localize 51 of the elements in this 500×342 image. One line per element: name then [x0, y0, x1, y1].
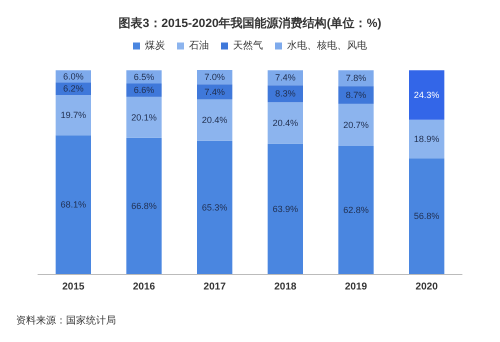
x-tick-label: 2017: [204, 282, 226, 292]
data-label: 7.4%: [275, 72, 296, 83]
data-label: 65.3%: [202, 202, 228, 212]
data-label: 62.8%: [343, 205, 369, 216]
bar: [338, 146, 374, 274]
data-label: 20.4%: [202, 115, 228, 126]
text: 资料来源：国家统计局: [16, 314, 116, 326]
x-tick-label: 2016: [132, 282, 156, 292]
bar: [126, 138, 162, 274]
bar: [338, 86, 374, 104]
x-tick-label: 2018: [274, 282, 297, 292]
bar: [197, 99, 232, 141]
bar: [338, 104, 374, 146]
data-label: 56.8%: [414, 211, 440, 222]
bar: [197, 70, 232, 84]
bar: [56, 95, 91, 136]
bar: [197, 140, 232, 274]
data-label: 7.4%: [204, 86, 225, 97]
bar: [409, 158, 444, 274]
bar: [268, 144, 303, 274]
data-label: 66.8%: [131, 200, 157, 211]
data-label: 6.0%: [63, 71, 84, 82]
data-label: 6.6%: [134, 85, 154, 96]
data-label: 63.9%: [272, 204, 298, 214]
data-label: 24.3%: [414, 90, 440, 100]
data-label: 7.8%: [346, 73, 366, 84]
bar: [409, 120, 444, 158]
data-label: 19.7%: [60, 110, 86, 120]
legend-label: 天然气: [233, 40, 263, 52]
data-label: 8.3%: [275, 88, 296, 99]
data-label: 18.9%: [414, 134, 440, 144]
legend-label: 石油: [189, 40, 209, 52]
data-label: 20.1%: [131, 112, 157, 122]
data-label: 68.1%: [60, 200, 86, 210]
x-tick-label: 2015: [62, 282, 85, 292]
data-label: 20.4%: [272, 118, 298, 128]
data-label: 20.7%: [343, 120, 369, 130]
data-label: 6.5%: [134, 72, 154, 82]
bar: [56, 135, 91, 274]
x-tick-label: 2020: [416, 282, 438, 292]
bar: [126, 96, 162, 138]
legend-label: 煤炭: [145, 40, 165, 52]
chart-title: 图表3：2015-2020年我国能源消费结构(单位：%): [118, 16, 382, 30]
data-label: 7.0%: [204, 72, 225, 82]
bar: [268, 70, 303, 86]
legend-label: 水电、核电、风电: [287, 40, 367, 52]
x-tick-label: 2019: [344, 282, 368, 292]
bar: [268, 102, 303, 144]
bar: [409, 70, 444, 120]
data-label: 6.2%: [63, 84, 84, 94]
data-label: 8.7%: [346, 90, 366, 100]
